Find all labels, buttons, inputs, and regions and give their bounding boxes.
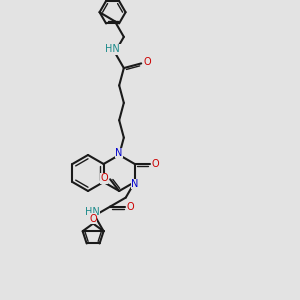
Text: O: O — [143, 57, 151, 68]
Text: O: O — [151, 159, 159, 169]
Text: N: N — [131, 179, 139, 189]
Text: N: N — [116, 148, 123, 158]
Text: O: O — [127, 202, 134, 212]
Text: HN: HN — [85, 207, 100, 217]
Text: O: O — [100, 173, 108, 183]
Text: HN: HN — [106, 44, 120, 55]
Text: O: O — [89, 214, 97, 224]
